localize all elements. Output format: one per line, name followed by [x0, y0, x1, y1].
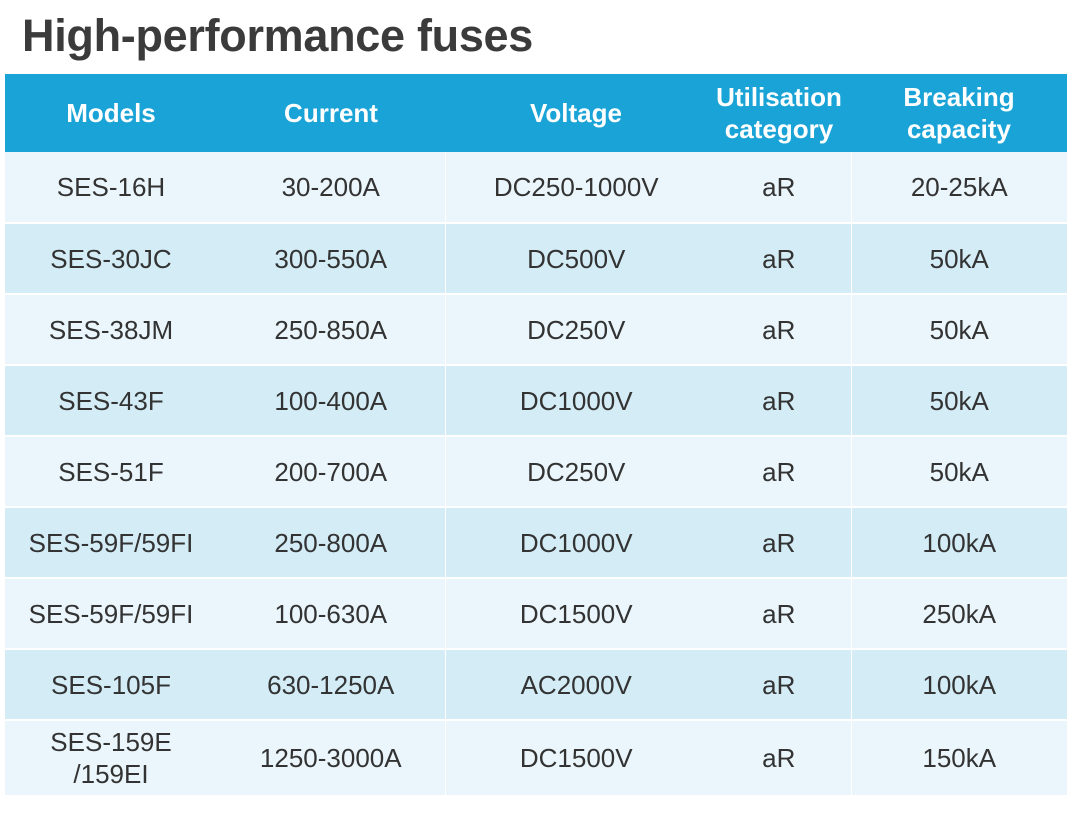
cell-breaking-capacity: 250kA — [850, 578, 1067, 650]
header-row: Models Current Voltage Utilisation categ… — [5, 74, 1067, 152]
table-row: SES-59F/59FI 100-630A DC1500V aR 250kA — [5, 578, 1067, 650]
cell-current: 250-800A — [217, 507, 445, 579]
cell-breaking-capacity: 50kA — [850, 436, 1067, 508]
table-row: SES-30JC 300-550A DC500V aR 50kA — [5, 223, 1067, 295]
cell-current: 100-400A — [217, 365, 445, 437]
header-utilisation-category: Utilisation category — [716, 82, 842, 144]
cell-breaking-capacity: 100kA — [850, 507, 1067, 579]
table-row: SES-105F 630-1250A AC2000V aR 100kA — [5, 649, 1067, 721]
table-row: SES-51F 200-700A DC250V aR 50kA — [5, 436, 1067, 508]
cell-current: 200-700A — [217, 436, 445, 508]
cell-current: 30-200A — [217, 152, 445, 224]
cell-current: 250-850A — [217, 294, 445, 366]
cell-current: 1250-3000A — [217, 720, 445, 797]
cell-utilisation-category: aR — [707, 294, 851, 366]
cell-voltage: DC250-1000V — [444, 152, 707, 224]
cell-utilisation-category: aR — [707, 578, 851, 650]
cell-utilisation-category: aR — [707, 223, 851, 295]
cell-current: 300-550A — [217, 223, 445, 295]
cell-current: 630-1250A — [217, 649, 445, 721]
page-title: High-performance fuses — [22, 10, 534, 61]
cell-utilisation-category: aR — [707, 507, 851, 579]
cell-utilisation-category: aR — [707, 436, 851, 508]
cell-voltage: DC1500V — [444, 720, 707, 797]
cell-voltage: DC1000V — [444, 507, 707, 579]
cell-voltage: DC250V — [444, 294, 707, 366]
cell-utilisation-category: aR — [707, 649, 851, 721]
cell-voltage: AC2000V — [444, 649, 707, 721]
cell-model: SES-59F/59FI — [5, 578, 217, 650]
cell-model: SES-43F — [5, 365, 217, 437]
header-models: Models — [66, 98, 156, 128]
table-row: SES-16H 30-200A DC250-1000V aR 20-25kA — [5, 152, 1067, 224]
cell-model: SES-159E /159EI — [5, 720, 217, 797]
cell-voltage: DC1500V — [444, 578, 707, 650]
table-row: SES-43F 100-400A DC1000V aR 50kA — [5, 365, 1067, 437]
table-body: SES-16H 30-200A DC250-1000V aR 20-25kA S… — [5, 152, 1067, 797]
header-voltage: Voltage — [530, 98, 622, 128]
cell-utilisation-category: aR — [707, 152, 851, 224]
cell-model: SES-30JC — [5, 223, 217, 295]
cell-breaking-capacity: 50kA — [850, 223, 1067, 295]
cell-model: SES-105F — [5, 649, 217, 721]
table-header: Models Current Voltage Utilisation categ… — [5, 74, 1067, 152]
cell-model: SES-16H — [5, 152, 217, 224]
cell-breaking-capacity: 50kA — [850, 365, 1067, 437]
cell-voltage: DC1000V — [444, 365, 707, 437]
cell-model: SES-38JM — [5, 294, 217, 366]
cell-model: SES-51F — [5, 436, 217, 508]
table-row: SES-59F/59FI 250-800A DC1000V aR 100kA — [5, 507, 1067, 579]
cell-breaking-capacity: 100kA — [850, 649, 1067, 721]
cell-utilisation-category: aR — [707, 720, 851, 797]
table-row: SES-159E /159EI 1250-3000A DC1500V aR 15… — [5, 720, 1067, 797]
cell-utilisation-category: aR — [707, 365, 851, 437]
cell-model: SES-59F/59FI — [5, 507, 217, 579]
fuse-spec-table: Models Current Voltage Utilisation categ… — [5, 74, 1067, 797]
cell-current: 100-630A — [217, 578, 445, 650]
cell-breaking-capacity: 150kA — [850, 720, 1067, 797]
cell-voltage: DC500V — [444, 223, 707, 295]
cell-voltage: DC250V — [444, 436, 707, 508]
cell-breaking-capacity: 50kA — [850, 294, 1067, 366]
table-row: SES-38JM 250-850A DC250V aR 50kA — [5, 294, 1067, 366]
header-current: Current — [284, 98, 378, 128]
cell-breaking-capacity: 20-25kA — [850, 152, 1067, 224]
header-breaking-capacity: Breaking capacity — [903, 82, 1015, 144]
